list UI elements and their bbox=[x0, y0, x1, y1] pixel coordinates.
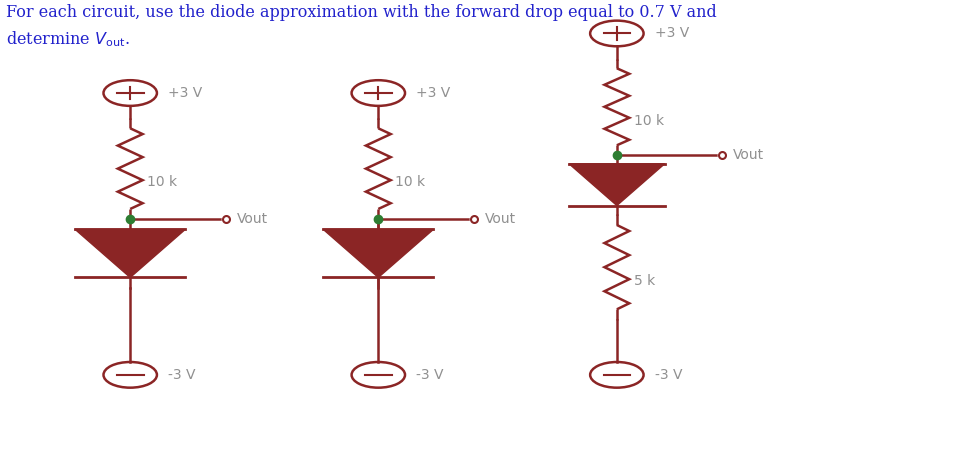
Text: Vout: Vout bbox=[237, 212, 268, 226]
Text: 5 k: 5 k bbox=[634, 274, 656, 288]
Text: +3 V: +3 V bbox=[655, 26, 689, 41]
Polygon shape bbox=[569, 164, 664, 206]
Text: For each circuit, use the diode approximation with the forward drop equal to 0.7: For each circuit, use the diode approxim… bbox=[6, 4, 717, 49]
Text: 10 k: 10 k bbox=[634, 113, 664, 128]
Text: -3 V: -3 V bbox=[416, 368, 444, 382]
Text: 10 k: 10 k bbox=[147, 175, 177, 189]
Polygon shape bbox=[75, 230, 186, 278]
Text: +3 V: +3 V bbox=[168, 86, 203, 100]
Text: Vout: Vout bbox=[485, 212, 517, 226]
Polygon shape bbox=[323, 230, 434, 278]
Text: -3 V: -3 V bbox=[168, 368, 196, 382]
Text: 10 k: 10 k bbox=[395, 175, 426, 189]
Text: -3 V: -3 V bbox=[655, 368, 682, 382]
Text: +3 V: +3 V bbox=[416, 86, 451, 100]
Text: Vout: Vout bbox=[733, 148, 765, 162]
